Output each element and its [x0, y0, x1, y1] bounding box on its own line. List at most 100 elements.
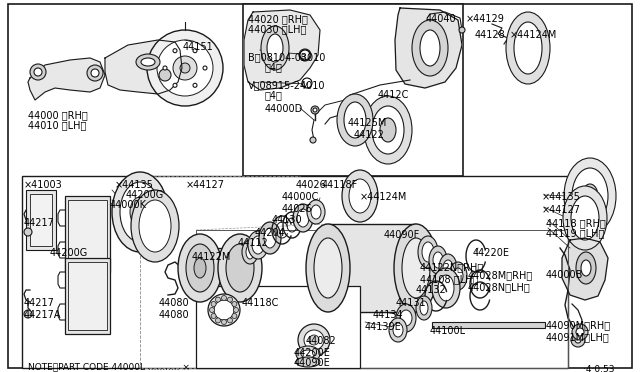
Text: 44200G: 44200G	[50, 248, 88, 258]
Text: ×44127: ×44127	[186, 180, 225, 190]
Ellipse shape	[227, 318, 232, 323]
Text: 44125M: 44125M	[348, 118, 387, 128]
Ellipse shape	[259, 222, 281, 254]
Ellipse shape	[87, 65, 103, 81]
Text: 44080: 44080	[159, 298, 189, 308]
Ellipse shape	[214, 300, 234, 320]
Ellipse shape	[439, 254, 457, 282]
Ellipse shape	[581, 260, 591, 276]
Ellipse shape	[30, 64, 46, 80]
Ellipse shape	[216, 318, 221, 323]
Text: 44000D: 44000D	[265, 104, 303, 114]
Ellipse shape	[394, 224, 438, 312]
Ellipse shape	[412, 20, 448, 76]
Ellipse shape	[429, 246, 447, 274]
Text: 44000 （RH）: 44000 （RH）	[28, 110, 88, 120]
Text: 44090M（RH）: 44090M（RH）	[546, 320, 611, 330]
Text: ×44127: ×44127	[542, 205, 581, 215]
Ellipse shape	[572, 324, 588, 340]
Ellipse shape	[178, 234, 222, 302]
Ellipse shape	[572, 168, 608, 224]
Polygon shape	[28, 58, 105, 100]
Ellipse shape	[438, 275, 454, 301]
Text: （4）: （4）	[265, 90, 283, 100]
Text: 44090F: 44090F	[384, 230, 420, 240]
Ellipse shape	[216, 297, 221, 302]
Text: 44122N（RH）: 44122N（RH）	[420, 262, 484, 272]
Ellipse shape	[131, 190, 179, 262]
Text: 44118C: 44118C	[242, 298, 280, 308]
Ellipse shape	[139, 200, 171, 252]
Text: ×44135: ×44135	[115, 180, 154, 190]
Ellipse shape	[157, 40, 213, 96]
Bar	[68, 262, 107, 330]
Ellipse shape	[24, 228, 32, 236]
Ellipse shape	[296, 346, 320, 362]
Ellipse shape	[136, 54, 160, 70]
Text: 44122M: 44122M	[192, 252, 232, 262]
Bar	[200, 248, 240, 310]
Ellipse shape	[293, 204, 313, 232]
Ellipse shape	[232, 301, 237, 307]
Ellipse shape	[582, 184, 598, 208]
Ellipse shape	[309, 335, 319, 345]
Ellipse shape	[342, 170, 378, 222]
Text: 44131: 44131	[396, 298, 427, 308]
Ellipse shape	[453, 268, 463, 284]
Ellipse shape	[571, 196, 599, 240]
Ellipse shape	[400, 310, 412, 326]
Ellipse shape	[24, 310, 32, 318]
Text: B）08104-03010: B）08104-03010	[248, 52, 325, 62]
Ellipse shape	[232, 314, 237, 318]
Ellipse shape	[311, 106, 319, 114]
Ellipse shape	[34, 68, 42, 76]
Ellipse shape	[221, 295, 227, 301]
Bar	[26, 190, 56, 250]
Ellipse shape	[173, 56, 197, 80]
Text: 44200E: 44200E	[294, 348, 331, 358]
Ellipse shape	[306, 224, 350, 312]
Text: ×44135: ×44135	[542, 192, 581, 202]
Text: 44139E: 44139E	[365, 322, 402, 332]
Ellipse shape	[576, 252, 596, 284]
Text: 44220E: 44220E	[473, 248, 510, 258]
Ellipse shape	[302, 52, 308, 58]
Ellipse shape	[163, 66, 167, 70]
Bar	[432, 322, 545, 328]
Ellipse shape	[227, 297, 232, 302]
Ellipse shape	[264, 228, 276, 248]
Text: 44118 （RH）: 44118 （RH）	[546, 218, 605, 228]
Ellipse shape	[221, 320, 227, 324]
Polygon shape	[562, 238, 608, 300]
Ellipse shape	[443, 260, 453, 276]
Text: （4）: （4）	[265, 62, 283, 72]
Ellipse shape	[180, 63, 190, 73]
Ellipse shape	[304, 330, 324, 350]
Bar	[65, 196, 110, 272]
Text: 44000B: 44000B	[546, 270, 584, 280]
Text: 44128: 44128	[475, 30, 506, 40]
Text: 44130: 44130	[272, 215, 303, 225]
Ellipse shape	[393, 323, 403, 337]
Ellipse shape	[349, 179, 371, 213]
Bar	[243, 4, 463, 176]
Ellipse shape	[514, 22, 542, 74]
Text: 44028N（LH）: 44028N（LH）	[468, 282, 531, 292]
Bar	[196, 230, 568, 368]
Text: ·4·0.53: ·4·0.53	[584, 365, 615, 372]
Ellipse shape	[298, 324, 330, 356]
Text: V: V	[303, 82, 307, 88]
Text: 44151: 44151	[183, 42, 214, 52]
Text: 44020 （RH）: 44020 （RH）	[248, 14, 308, 24]
Text: 44132: 44132	[416, 285, 447, 295]
Ellipse shape	[211, 301, 216, 307]
Ellipse shape	[372, 106, 404, 154]
Text: 44026: 44026	[282, 204, 313, 214]
Ellipse shape	[218, 234, 262, 302]
Text: 44091M（LH）: 44091M（LH）	[546, 332, 610, 342]
Ellipse shape	[147, 30, 223, 106]
Text: ×44124M: ×44124M	[360, 192, 408, 202]
Ellipse shape	[433, 252, 443, 268]
Ellipse shape	[564, 158, 616, 234]
Ellipse shape	[313, 108, 317, 112]
